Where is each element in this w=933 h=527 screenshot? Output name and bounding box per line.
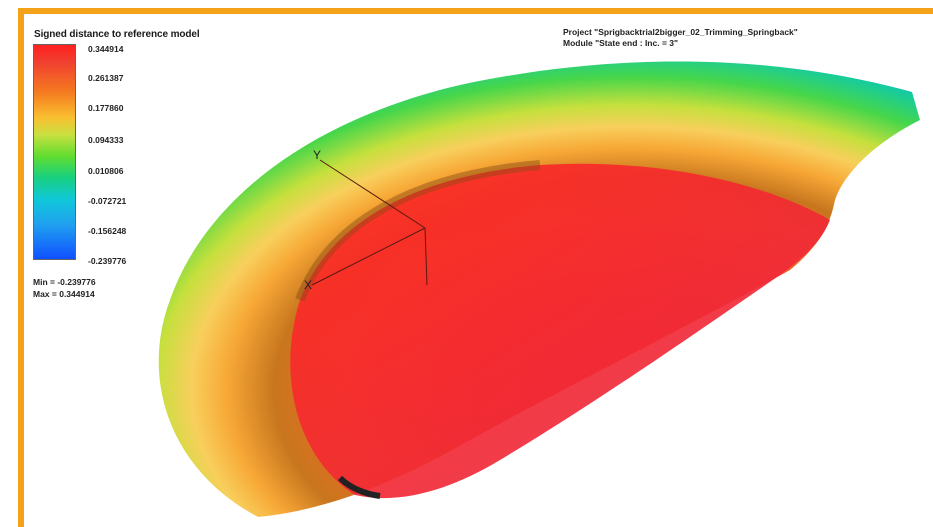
legend-tick: 0.094333 xyxy=(88,135,124,145)
x-axis-label: X xyxy=(304,278,313,292)
project-info: Project "Sprigbacktrial2bigger_02_Trimmi… xyxy=(563,27,798,49)
legend-tick: 0.344914 xyxy=(88,44,124,54)
legend-tick: 0.177860 xyxy=(88,103,124,113)
project-name: Project "Sprigbacktrial2bigger_02_Trimmi… xyxy=(563,27,798,37)
legend-tick: -0.072721 xyxy=(88,196,127,206)
module-state: Module "State end : Inc. = 3" xyxy=(563,38,679,48)
z-axis-line xyxy=(424,227,428,286)
max-value: Max = 0.344914 xyxy=(33,289,95,299)
legend-tick: -0.239776 xyxy=(88,256,127,266)
legend-title: Signed distance to reference model xyxy=(34,29,200,40)
y-axis-line xyxy=(319,159,426,229)
y-axis-label: Y xyxy=(313,148,322,162)
legend-tick: -0.156248 xyxy=(88,226,127,236)
color-scale-bar xyxy=(33,44,76,260)
frame-border-top xyxy=(18,8,933,14)
bowl-base-shadow xyxy=(337,475,381,499)
x-axis-line xyxy=(311,227,426,286)
legend-tick: 0.261387 xyxy=(88,73,124,83)
legend-tick: 0.010806 xyxy=(88,166,124,176)
min-value: Min = -0.239776 xyxy=(33,277,96,287)
frame-border-left xyxy=(18,8,24,527)
bowl-shadow-rim xyxy=(295,160,541,302)
